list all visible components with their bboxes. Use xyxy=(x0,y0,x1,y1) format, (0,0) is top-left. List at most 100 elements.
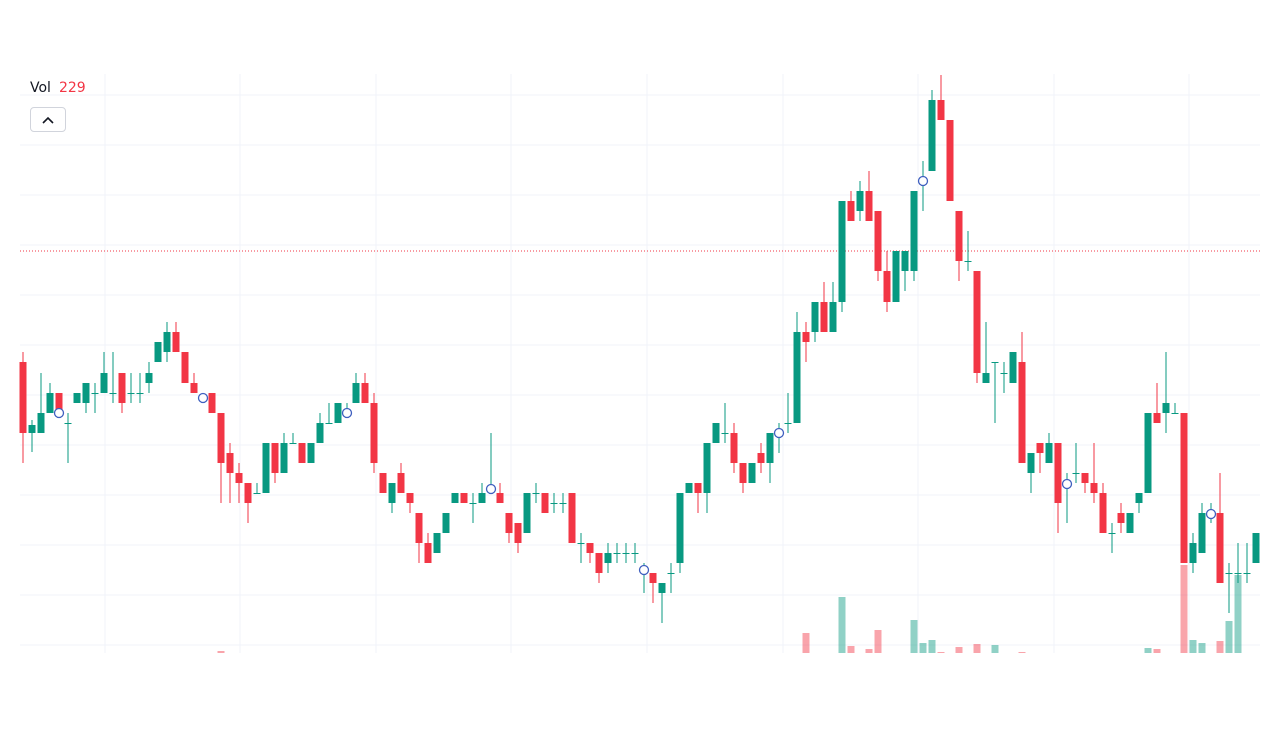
candle-body xyxy=(478,493,486,503)
candle-body xyxy=(892,251,900,302)
candle-body xyxy=(37,413,45,433)
candle-body xyxy=(1054,443,1062,503)
candle-body xyxy=(676,493,684,563)
candle-body xyxy=(271,443,279,473)
marker xyxy=(341,407,353,419)
marker xyxy=(485,483,497,495)
candle-body xyxy=(262,443,270,493)
candle-body xyxy=(1000,373,1008,374)
candle-body xyxy=(1081,473,1089,483)
candle-body xyxy=(190,383,198,393)
candle-body xyxy=(496,493,504,503)
candle-body xyxy=(820,302,828,332)
candle-body xyxy=(451,493,459,503)
candle-body xyxy=(46,393,54,413)
candle-body xyxy=(784,423,792,424)
candle-body xyxy=(946,120,954,201)
candle-body xyxy=(235,473,243,483)
legend-label: Vol xyxy=(30,80,51,96)
candle-body xyxy=(1135,493,1143,503)
candle-body xyxy=(739,463,747,483)
candle-body xyxy=(379,473,387,493)
candle-body xyxy=(694,483,702,493)
candle-body xyxy=(145,373,153,383)
candle-body xyxy=(64,423,72,424)
candle-body xyxy=(586,543,594,553)
candle-body xyxy=(595,553,603,573)
volume-bar xyxy=(1144,648,1152,653)
candle-body xyxy=(865,191,873,221)
candle-body xyxy=(523,493,531,533)
candle-body xyxy=(217,413,225,463)
volume-bar xyxy=(1198,643,1206,653)
candle-body xyxy=(325,423,333,424)
candle-body xyxy=(424,543,432,563)
marker xyxy=(1205,508,1217,520)
volume-bar xyxy=(1225,621,1233,653)
candle-body xyxy=(253,493,261,494)
candle-body xyxy=(577,543,585,544)
candle-body xyxy=(1216,513,1224,583)
candle-body xyxy=(109,393,117,394)
candle-body xyxy=(910,191,918,271)
candle-body xyxy=(397,473,405,493)
volume-bar xyxy=(1153,649,1161,653)
legend-value: 229 xyxy=(58,80,86,96)
marker xyxy=(53,407,65,419)
candle-body xyxy=(1198,513,1206,553)
candle-body xyxy=(352,383,360,403)
candle-body xyxy=(856,191,864,211)
candle-body xyxy=(415,513,423,543)
candle-body xyxy=(883,271,891,302)
candle-body xyxy=(838,201,846,302)
candle-body xyxy=(91,393,99,394)
candle-body xyxy=(667,573,675,574)
candle-body xyxy=(847,201,855,221)
candle-body xyxy=(928,100,936,171)
candle-body xyxy=(280,443,288,473)
candle-body xyxy=(163,332,171,352)
marker xyxy=(1061,478,1073,490)
candle-body xyxy=(244,483,252,503)
candle-body xyxy=(1153,413,1161,423)
candle-body xyxy=(406,493,414,503)
candle-body xyxy=(973,271,981,373)
volume-bar xyxy=(910,620,918,653)
candle-body xyxy=(118,373,126,403)
candle-body xyxy=(559,503,567,504)
candle-body xyxy=(433,533,441,553)
candle-body xyxy=(703,443,711,493)
candle-body xyxy=(613,553,621,554)
candle-body xyxy=(100,373,108,393)
candle-body xyxy=(766,433,774,463)
collapse-button[interactable] xyxy=(30,107,66,132)
volume-bar xyxy=(838,597,846,653)
candle-body xyxy=(226,453,234,473)
candle-body xyxy=(1009,352,1017,383)
candle-body xyxy=(721,433,729,434)
volume-bar xyxy=(802,633,810,653)
candle-body xyxy=(298,443,306,463)
volume-legend: Vol 229 xyxy=(30,80,86,96)
volume-bar xyxy=(1234,575,1242,653)
candle-body xyxy=(649,573,657,583)
volume-bar xyxy=(991,645,999,653)
candle-body xyxy=(1180,413,1188,563)
candle-body xyxy=(568,493,576,543)
candle-body xyxy=(982,373,990,383)
volume-bar xyxy=(1180,565,1188,653)
candle-body xyxy=(1144,413,1152,493)
candle-body xyxy=(1234,573,1242,574)
chevron-up-icon xyxy=(42,116,54,124)
time-grid xyxy=(104,74,1190,653)
volume-bar xyxy=(937,652,945,653)
candle-body xyxy=(469,503,477,504)
candle-body xyxy=(937,100,945,120)
candle-body xyxy=(1108,533,1116,534)
volume-bar xyxy=(874,630,882,653)
candle-body xyxy=(388,483,396,503)
candle-body xyxy=(1018,362,1026,463)
candle-body xyxy=(307,443,315,463)
candle-body xyxy=(460,493,468,503)
candle-body xyxy=(370,403,378,463)
